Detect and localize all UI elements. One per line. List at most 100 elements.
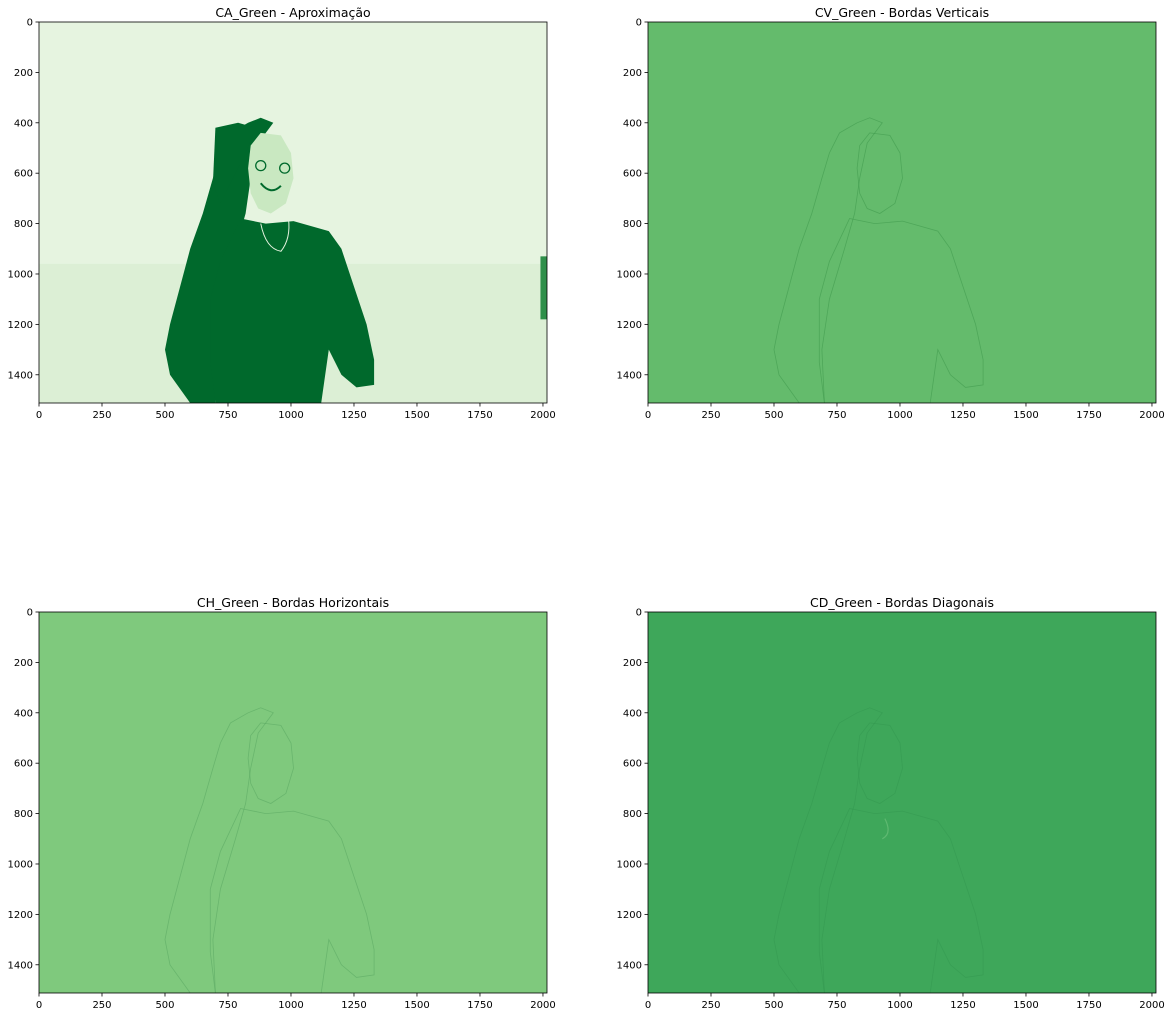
- image-area: [39, 22, 547, 403]
- x-tick-label: 750: [218, 410, 237, 421]
- body-edges: [818, 218, 984, 403]
- y-tick-label: 1000: [617, 859, 642, 870]
- hair-top: [212, 122, 256, 204]
- y-tick-label: 0: [636, 608, 642, 619]
- y-tick-label: 400: [14, 118, 33, 129]
- x-tick-label: 1250: [341, 1000, 366, 1011]
- y-tick-label: 1200: [8, 910, 33, 921]
- hair-edges: [164, 707, 274, 993]
- x-tick-label: 750: [827, 410, 846, 421]
- x-tick-label: 1750: [1076, 410, 1101, 421]
- x-tick-label: 1750: [467, 1000, 492, 1011]
- y-tick-label: 600: [14, 169, 33, 180]
- chart-title: CD_Green - Bordas Diagonais: [810, 595, 994, 610]
- y-tick-label: 400: [14, 708, 33, 719]
- x-tick-label: 500: [155, 1000, 174, 1011]
- y-tick-label: 1400: [617, 960, 642, 971]
- y-tick-label: 1400: [617, 370, 642, 381]
- x-tick-label: 1500: [1013, 410, 1038, 421]
- subplot-cv: CV_Green - Bordas Verticais 0 250 500 750 100…: [585, 0, 1171, 430]
- x-tick-label: 1500: [404, 1000, 429, 1011]
- edge-object: [540, 256, 547, 320]
- coefficient-field: [648, 612, 1156, 993]
- axes-frame: [647, 21, 1157, 404]
- coefficient-field: [39, 612, 547, 993]
- x-tick-label: 2000: [1139, 410, 1164, 421]
- axes-frame: [38, 21, 548, 404]
- y-tick-label: 600: [14, 759, 33, 770]
- y-tick-label: 400: [623, 118, 642, 129]
- image-area: [648, 22, 1156, 403]
- y-tick-label: 200: [623, 658, 642, 669]
- x-tick-label: 2000: [530, 410, 555, 421]
- x-tick-label: 250: [92, 410, 111, 421]
- face-edges: [247, 722, 294, 804]
- y-tick-label: 800: [14, 809, 33, 820]
- y-tick-label: 1200: [617, 320, 642, 331]
- y-tick-label: 0: [636, 18, 642, 29]
- y-tick-label: 800: [623, 219, 642, 230]
- x-tick-label: 1750: [1076, 1000, 1101, 1011]
- glasses-right: [279, 162, 291, 174]
- x-tick-label: 0: [645, 1000, 651, 1011]
- image-area: [648, 612, 1156, 993]
- x-tick-label: 2000: [1139, 1000, 1164, 1011]
- axes-frame: [647, 611, 1157, 994]
- y-tick-label: 800: [14, 219, 33, 230]
- necklace-edge: [882, 818, 889, 840]
- y-tick-label: 600: [623, 169, 642, 180]
- y-tick-label: 400: [623, 708, 642, 719]
- x-tick-label: 500: [155, 410, 174, 421]
- chart-title: CH_Green - Bordas Horizontais: [197, 595, 389, 610]
- y-tick-label: 1000: [8, 269, 33, 280]
- chart-cd: CD_Green - Bordas Diagonais 0 250 500 750 100…: [617, 595, 1165, 1011]
- body-edges: [818, 808, 984, 993]
- y-tick-label: 200: [623, 68, 642, 79]
- x-tick-label: 0: [645, 410, 651, 421]
- x-tick-label: 1000: [278, 410, 303, 421]
- y-tick-label: 1400: [8, 960, 33, 971]
- y-tick-label: 200: [14, 68, 33, 79]
- x-tick-label: 250: [92, 1000, 111, 1011]
- chart-title: CA_Green - Aproximação: [215, 5, 370, 20]
- x-tick-label: 2000: [530, 1000, 555, 1011]
- y-tick-label: 1200: [617, 910, 642, 921]
- x-tick-label: 0: [36, 410, 42, 421]
- y-tick-label: 1000: [8, 859, 33, 870]
- x-tick-label: 1250: [950, 410, 975, 421]
- subplot-ca: CA_Green - Aproximação 0 250 500 750 1000 1250…: [0, 0, 585, 430]
- y-tick-label: 1000: [617, 269, 642, 280]
- face-edges: [856, 722, 903, 804]
- chart-title: CV_Green - Bordas Verticais: [815, 5, 989, 20]
- subplot-ch: CH_Green - Bordas Horizontais 0 250 500 750 1…: [0, 590, 585, 1020]
- x-tick-label: 500: [764, 410, 783, 421]
- hair-silhouette: [165, 117, 274, 403]
- axes-frame: [38, 611, 548, 994]
- y-tick-label: 600: [623, 759, 642, 770]
- x-tick-label: 1000: [887, 1000, 912, 1011]
- body-edges: [209, 808, 375, 993]
- x-tick-label: 0: [36, 1000, 42, 1011]
- subplot-cd: CD_Green - Bordas Diagonais 0 250 500 750 100…: [585, 590, 1171, 1020]
- y-tick-label: 800: [623, 809, 642, 820]
- chart-cv: CV_Green - Bordas Verticais 0 250 500 750 100…: [617, 5, 1165, 421]
- x-tick-label: 250: [701, 410, 720, 421]
- body-silhouette: [210, 218, 375, 403]
- x-tick-label: 250: [701, 1000, 720, 1011]
- necklace: [260, 218, 290, 252]
- x-tick-label: 750: [218, 1000, 237, 1011]
- chart-ca: CA_Green - Aproximação 0 250 500 750 1000 1250…: [8, 5, 556, 421]
- x-tick-label: 1750: [467, 410, 492, 421]
- hair-edges: [773, 707, 883, 993]
- y-tick-label: 1200: [8, 320, 33, 331]
- y-tick-label: 0: [27, 18, 33, 29]
- chart-ch: CH_Green - Bordas Horizontais 0 250 500 750 1…: [8, 595, 556, 1011]
- face-region: [248, 132, 294, 214]
- y-tick-label: 0: [27, 608, 33, 619]
- y-tick-label: 1400: [8, 370, 33, 381]
- coefficient-field: [648, 22, 1156, 403]
- x-tick-label: 1250: [341, 410, 366, 421]
- x-tick-label: 1500: [1013, 1000, 1038, 1011]
- x-tick-label: 1500: [404, 410, 429, 421]
- x-tick-label: 1000: [887, 410, 912, 421]
